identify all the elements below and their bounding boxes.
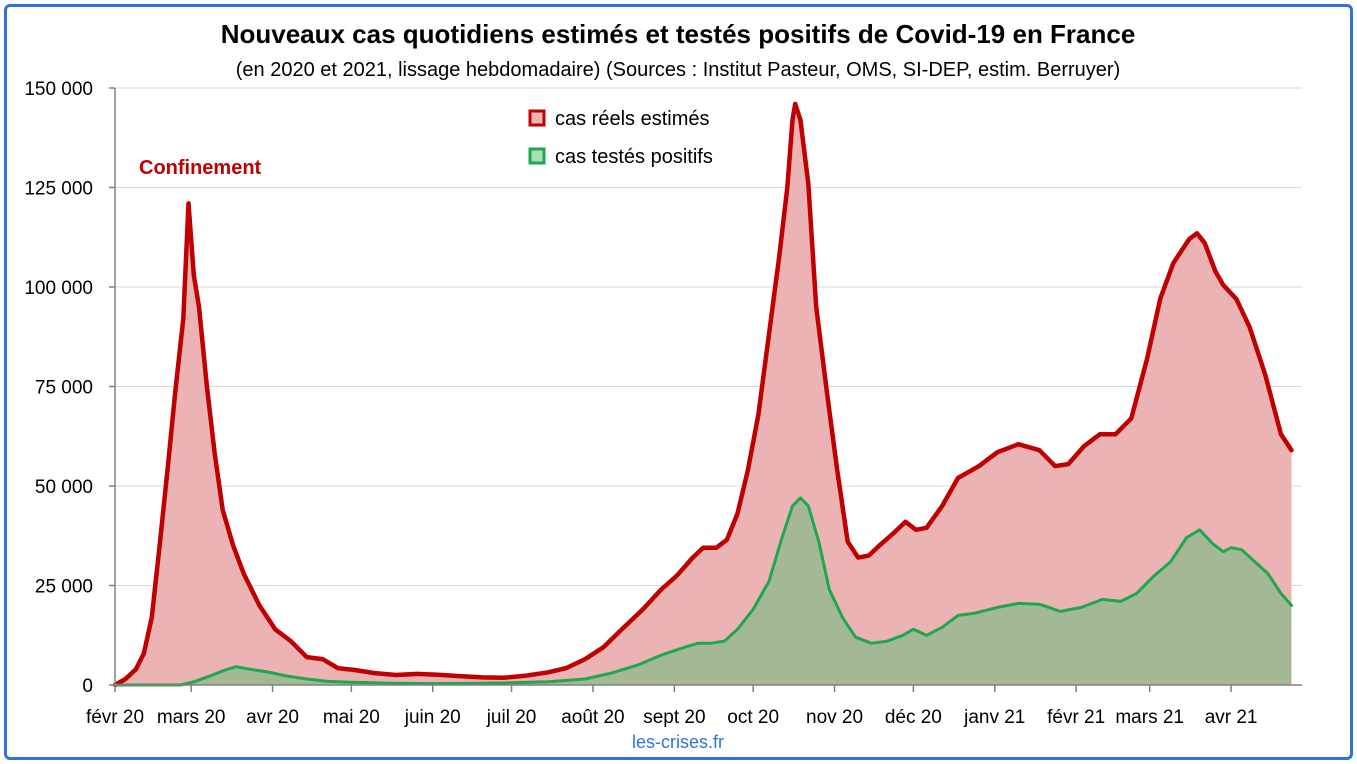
x-axis-tick-labels: févr 20 mars 20 avr 20 mai 20 juin 20 juil 20…	[86, 707, 1258, 728]
legend-label-tested: cas testés positifs	[555, 146, 713, 168]
x-tick-label: janv 21	[963, 707, 1025, 728]
axes	[109, 87, 1302, 692]
y-tick-label: 150 000	[24, 79, 93, 100]
legend-swatch-estimated	[528, 109, 546, 127]
x-tick-label: avr 21	[1205, 707, 1258, 728]
x-tick-label: déc 20	[885, 707, 942, 728]
y-tick-label: 100 000	[24, 278, 93, 299]
x-tick-label: juil 20	[486, 707, 537, 728]
x-tick-label: juin 20	[404, 707, 461, 728]
x-tick-label: sept 20	[643, 707, 705, 728]
source-credit: les-crises.fr	[632, 732, 724, 752]
x-tick-label: nov 20	[806, 707, 863, 728]
chart-title: Nouveaux cas quotidiens estimés et testé…	[221, 19, 1136, 49]
chart-subtitle: (en 2020 et 2021, lissage hebdomadaire) …	[236, 59, 1121, 81]
area-series	[112, 101, 1294, 688]
area-fill-series-1	[115, 103, 1292, 685]
x-tick-label: mars 21	[1115, 707, 1184, 728]
legend-swatch-tested	[528, 147, 546, 165]
series-line-1	[112, 101, 1294, 688]
legend-label-estimated: cas réels estimés	[555, 108, 710, 130]
y-tick-label: 0	[82, 676, 93, 697]
x-tick-label: avr 20	[246, 707, 299, 728]
legend: cas réels estimés cas testés positifs	[528, 108, 713, 168]
area-fill-series-2	[115, 497, 1292, 685]
y-tick-label: 25 000	[35, 577, 93, 598]
series-line-2	[113, 496, 1293, 687]
x-tick-label: févr 20	[86, 707, 144, 728]
y-tick-label: 75 000	[35, 378, 93, 399]
y-tick-label: 50 000	[35, 477, 93, 498]
y-axis-tick-labels: 0 25 000 50 000 75 000 100 000 125 000 150 000	[24, 79, 93, 697]
x-tick-label: août 20	[561, 707, 624, 728]
x-tick-label: mai 20	[323, 707, 380, 728]
y-tick-label: 125 000	[24, 179, 93, 200]
x-tick-label: oct 20	[727, 707, 779, 728]
x-tick-label: févr 21	[1047, 707, 1105, 728]
confinement-annotation: Confinement	[139, 157, 262, 179]
x-tick-label: mars 20	[157, 707, 226, 728]
